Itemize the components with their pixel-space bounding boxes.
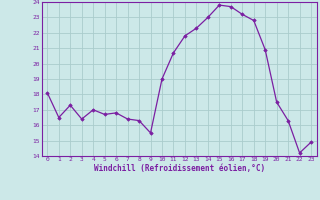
X-axis label: Windchill (Refroidissement éolien,°C): Windchill (Refroidissement éolien,°C) xyxy=(94,164,265,173)
